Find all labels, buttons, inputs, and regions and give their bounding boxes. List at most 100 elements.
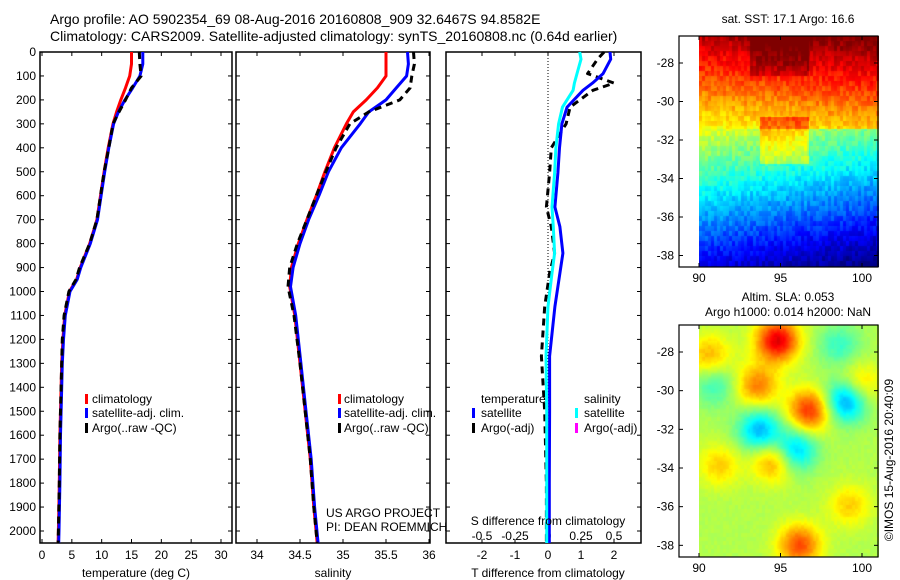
salinity-tick-label: 35 [336,548,350,562]
salinity-panel: 34 34.5 35 35.5 36 [235,51,436,562]
salinity-series-2 [286,51,416,544]
header-line1: Argo profile: AO 5902354_69 08-Aug-2016 … [50,11,540,27]
temperature-tick-label: 0 [39,548,46,562]
sdiff-tick-label: -0.25 [501,529,529,543]
legend-label: satellite [481,406,522,420]
header-line2: Climatology: CARS2009. Satellite-adjuste… [50,28,617,44]
salinity-tick-label: 34 [250,548,264,562]
sdiff-tick-label: 0.5 [606,529,623,543]
sst-map-frame [678,35,879,268]
tdiff-tick-label: 1 [578,548,585,562]
temperature-tick-label: 20 [155,548,169,562]
depth-tick-label: 700 [16,213,36,227]
legend-title-salinity: salinity [584,392,621,406]
project-line1: US ARGO PROJECT [326,506,441,520]
sla-map-frame [678,324,879,558]
lat-tick-label: -38 [657,249,675,263]
legend-swatch-satellite [338,408,341,418]
sst-map-image [699,36,879,267]
tdiff-xlabel: T difference from climatology [471,566,625,580]
temperature-panel-frame [39,51,233,544]
legend-label: Argo(..raw -QC) [92,421,177,435]
sst-map-panel: -28 -30 -32 -34 -36 -38 90 95 100 [657,35,879,285]
depth-tick-label: 1000 [9,285,36,299]
lon-tick-label: 90 [692,271,706,285]
lat-tick-label: -28 [657,56,675,70]
lon-tick-label: 100 [852,271,872,285]
depth-tick-label: 1700 [9,452,36,466]
lon-tick-label: 95 [774,561,788,575]
difference-panel-frame [445,51,642,544]
lon-tick-label: 95 [774,271,788,285]
lat-tick-label: -30 [657,95,675,109]
tdiff-tick-label: 0 [545,548,552,562]
temperature-series-1 [57,52,145,544]
temperature-tick-label: 5 [68,548,75,562]
temperature-legend: climatology satellite-adj. clim. Argo(..… [85,392,184,435]
sdiff-tick-label: -0.5 [472,529,493,543]
lat-tick-label: -34 [657,172,675,186]
lat-tick-label: -30 [657,384,675,398]
legend-label: Argo(-adj) [584,421,637,435]
salinity-series-0 [288,52,388,544]
legend-swatch-climatology [85,394,88,404]
depth-tick-label: 1800 [9,476,36,490]
temperature-panel: 0100200300400500600700800900100011001200… [9,45,233,562]
legend-swatch-argo [338,423,341,433]
difference-series-1 [539,50,616,543]
legend-swatch-s-satellite [575,408,578,418]
legend-label: satellite-adj. clim. [344,406,436,420]
depth-tick-label: 1500 [9,404,36,418]
depth-tick-label: 400 [16,141,36,155]
difference-series-0 [547,51,613,543]
sla-map-subtitle: Argo h1000: 0.014 h2000: NaN [705,305,871,319]
depth-tick-label: 1600 [9,428,36,442]
temperature-series-2 [56,51,143,544]
depth-tick-label: 500 [16,165,36,179]
legend-swatch-satellite [85,408,88,418]
salinity-tick-label: 34.5 [288,548,312,562]
legend-label: satellite-adj. clim. [92,406,184,420]
salinity-tick-label: 35.5 [374,548,398,562]
lat-tick-label: -36 [657,500,675,514]
legend-swatch-climatology [338,394,341,404]
legend-swatch-s-argo [575,423,578,433]
salinity-xlabel: salinity [315,566,352,580]
temperature-tick-label: 30 [214,548,228,562]
lat-tick-label: -32 [657,133,675,147]
sla-map-title: Altim. SLA: 0.053 [742,290,835,304]
depth-tick-label: 1200 [9,332,36,346]
depth-tick-label: 800 [16,237,36,251]
legend-label: Argo(..raw -QC) [344,421,429,435]
legend-title-temperature: temperature [481,392,546,406]
lat-tick-label: -38 [657,538,675,552]
lat-tick-label: -28 [657,345,675,359]
legend-label: Argo(-adj) [481,421,534,435]
sla-map-panel: -28 -30 -32 -34 -36 -38 90 95 100 [657,324,879,575]
tdiff-tick-label: -1 [510,548,521,562]
depth-tick-label: 900 [16,261,36,275]
credit-text: ©IMOS 15-Aug-2016 20:40:09 [882,379,896,542]
legend-swatch-t-satellite [472,408,475,418]
lon-tick-label: 90 [692,561,706,575]
lat-tick-label: -34 [657,461,675,475]
salinity-tick-label: 36 [422,548,436,562]
depth-tick-label: 1300 [9,356,36,370]
legend-label: climatology [344,392,404,406]
depth-tick-label: 1400 [9,380,36,394]
sdiff-xlabel: S difference from climatology [471,514,626,528]
legend-swatch-argo [85,423,88,433]
tdiff-tick-label: 2 [611,548,618,562]
depth-tick-label: 0 [29,45,36,59]
temperature-xlabel: temperature (deg C) [82,566,190,580]
salinity-panel-frame [235,51,431,544]
tdiff-tick-label: -2 [477,548,488,562]
temperature-tick-label: 15 [125,548,139,562]
legend-label: climatology [92,392,152,406]
depth-tick-label: 1900 [9,500,36,514]
sst-map-title: sat. SST: 17.1 Argo: 16.6 [722,12,855,26]
depth-tick-label: 200 [16,93,36,107]
lat-tick-label: -32 [657,422,675,436]
